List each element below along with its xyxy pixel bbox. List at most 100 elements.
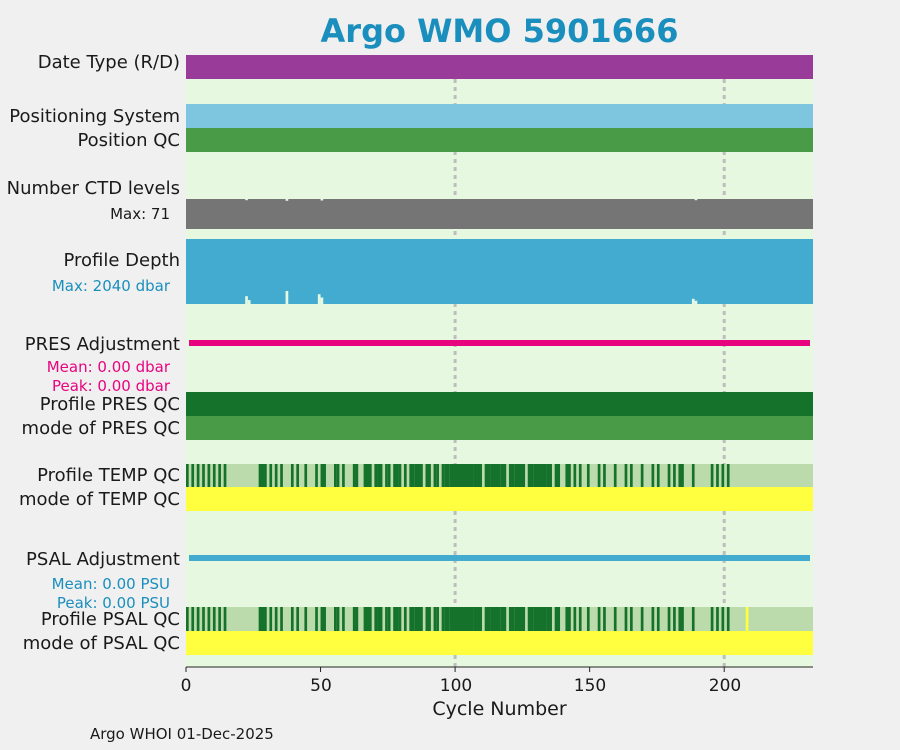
psal-qc-bar-5 xyxy=(212,607,216,631)
profile-depth-dip-3 xyxy=(317,294,321,304)
psal-qc-bar-19 xyxy=(342,607,345,631)
temp-qc-bar-7 xyxy=(223,464,227,487)
psal-qc-bar-49 xyxy=(573,607,577,631)
temp-qc-bar-22 xyxy=(363,464,372,487)
footer-text: Argo WHOI 01-Dec-2025 xyxy=(90,725,274,743)
psal-qc-bar-31 xyxy=(414,607,423,631)
temp-qc-bar-31 xyxy=(414,464,423,487)
psal-qc-bar-43 xyxy=(514,607,526,631)
psal-qc-bar-62 xyxy=(678,607,684,631)
psal-qc-bar-41 xyxy=(500,607,507,631)
psal-qc-bar-42 xyxy=(508,607,515,631)
psal-adjustment-peak: Peak: 0.00 PSU xyxy=(56,594,170,612)
profile-depth-dip-5 xyxy=(691,298,695,304)
psal-qc-bar-35 xyxy=(441,607,445,631)
psal-qc-bar-11 xyxy=(280,607,283,631)
temp-qc-bar-50 xyxy=(578,464,582,487)
temp-qc-bar-49 xyxy=(573,464,577,487)
x-tick-label-150: 150 xyxy=(573,676,607,696)
temp-qc-bar-51 xyxy=(586,464,590,487)
psal-qc-bar-61 xyxy=(673,607,676,631)
row-label-position-qc: Position QC xyxy=(77,130,180,151)
mode-temp-qc-band xyxy=(186,487,813,511)
temp-qc-bar-27 xyxy=(393,464,399,487)
psal-qc-bar-16 xyxy=(320,607,326,631)
mode-psal-qc-band xyxy=(186,631,813,655)
profile-depth-max: Max: 2040 dbar xyxy=(51,277,170,295)
temp-qc-bar-17 xyxy=(334,464,337,487)
profile-pres-qc-band xyxy=(186,392,813,416)
temp-qc-bar-4 xyxy=(207,464,211,487)
temp-qc-bar-64 xyxy=(710,464,714,487)
temp-qc-bar-57 xyxy=(640,464,644,487)
profile-depth-dip-1 xyxy=(247,300,251,304)
temp-qc-bar-45 xyxy=(533,464,547,487)
psal-qc-bar-40 xyxy=(490,607,501,631)
psal-qc-bar-15 xyxy=(315,607,318,631)
profile-depth-dip-0 xyxy=(245,296,248,304)
x-tick-label-100: 100 xyxy=(439,676,473,696)
psal-qc-bar-37 xyxy=(449,607,474,631)
psal-qc-bar-6 xyxy=(218,607,221,631)
psal-qc-bar-26 xyxy=(387,607,391,631)
psal-qc-bar-13 xyxy=(296,607,300,631)
psal-qc-bar-66 xyxy=(721,607,725,631)
psal-qc-bar-10 xyxy=(274,607,278,631)
psal-qc-bar-24 xyxy=(377,607,383,631)
psal-qc-bar-33 xyxy=(433,607,437,631)
row-label-profile-depth: Profile Depth xyxy=(63,250,180,271)
psal-qc-bar-58 xyxy=(651,607,655,631)
temp-qc-bar-34 xyxy=(436,464,439,487)
temp-qc-bar-52 xyxy=(597,464,601,487)
psal-qc-bar-32 xyxy=(425,607,431,631)
psal-qc-bar-34 xyxy=(436,607,439,631)
psal-qc-bar-14 xyxy=(304,607,308,631)
temp-qc-bar-20 xyxy=(352,464,356,487)
psal-qc-bar-29 xyxy=(403,607,407,631)
plot-background xyxy=(186,55,813,667)
psal-qc-bar-65 xyxy=(716,607,719,631)
temp-qc-bar-16 xyxy=(320,464,326,487)
row-label-mode-psal-qc: mode of PSAL QC xyxy=(22,633,180,654)
temp-qc-bar-66 xyxy=(721,464,725,487)
temp-qc-bar-12 xyxy=(290,464,294,487)
temp-qc-bar-0 xyxy=(186,464,189,487)
temp-qc-bar-36 xyxy=(444,464,450,487)
temp-qc-bar-61 xyxy=(673,464,676,487)
temp-qc-bar-29 xyxy=(403,464,407,487)
psal-qc-bar-28 xyxy=(398,607,402,631)
psal-qc-bar-60 xyxy=(667,607,671,631)
psal-qc-bar-38 xyxy=(473,607,483,631)
psal-qc-bar-1 xyxy=(191,607,195,631)
mode-pres-qc-band xyxy=(186,416,813,440)
pres-adjustment-peak: Peak: 0.00 dbar xyxy=(51,377,170,395)
temp-qc-bar-63 xyxy=(691,464,695,487)
profile-depth-dip-6 xyxy=(694,300,698,304)
psal-qc-bar-25 xyxy=(385,607,388,631)
psal-qc-bar-27 xyxy=(393,607,399,631)
psal-adjustment-mean: Mean: 0.00 PSU xyxy=(51,575,170,593)
psal-qc-bar-48 xyxy=(565,607,571,631)
ctd-levels-dip-0 xyxy=(245,199,248,201)
temp-qc-bar-21 xyxy=(355,464,359,487)
psal-qc-bar-18 xyxy=(336,607,340,631)
x-axis-label: Cycle Number xyxy=(432,698,567,720)
row-label-mode-pres-qc: mode of PRES QC xyxy=(21,418,180,439)
temp-qc-bar-28 xyxy=(398,464,402,487)
temp-qc-bar-26 xyxy=(387,464,391,487)
psal-qc-bar-52 xyxy=(597,607,601,631)
pres-adjustment-mean: Mean: 0.00 dbar xyxy=(46,358,170,376)
psal-qc-bar-4 xyxy=(207,607,211,631)
temp-qc-bar-59 xyxy=(656,464,660,487)
temp-qc-bar-65 xyxy=(716,464,719,487)
row-label-profile-pres-qc: Profile PRES QC xyxy=(39,394,180,415)
row-label-pres-adjustment: PRES Adjustment xyxy=(24,334,180,355)
psal-qc-bar-9 xyxy=(269,607,273,631)
ctd-levels-band xyxy=(186,199,813,229)
temp-qc-bar-19 xyxy=(342,464,345,487)
psal-qc-bar-55 xyxy=(624,607,628,631)
temp-qc-bar-38 xyxy=(473,464,483,487)
psal-qc-bar-51 xyxy=(586,607,590,631)
temp-qc-bar-58 xyxy=(651,464,655,487)
date-type-band xyxy=(186,55,813,79)
